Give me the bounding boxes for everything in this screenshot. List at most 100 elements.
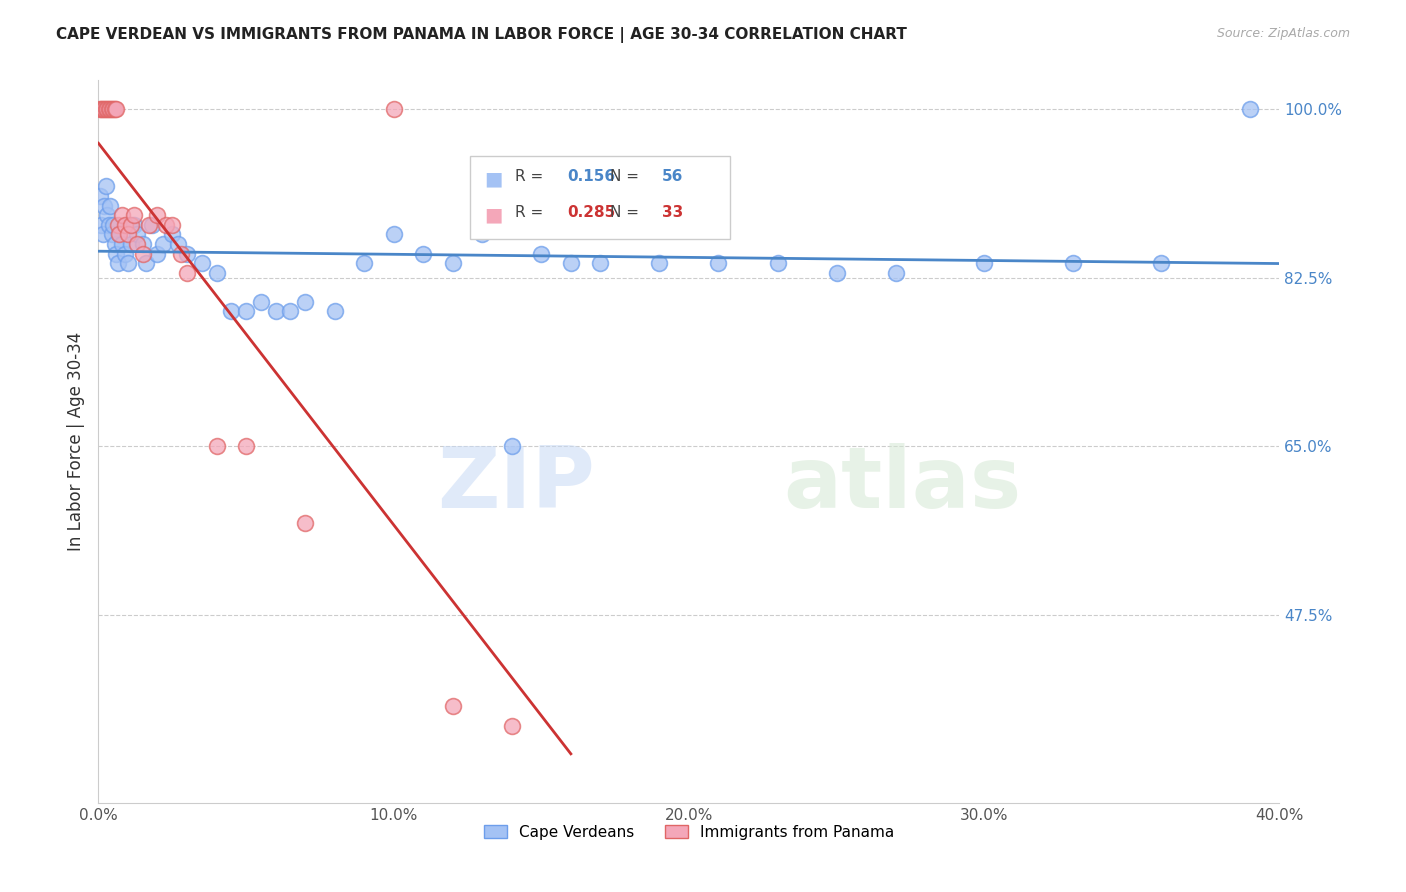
Point xyxy=(93,198,115,212)
Text: 0.156: 0.156 xyxy=(567,169,616,184)
Point xyxy=(97,218,120,232)
Point xyxy=(104,237,127,252)
Point xyxy=(1150,256,1173,270)
Point xyxy=(91,102,114,116)
Point xyxy=(117,256,139,270)
Point xyxy=(167,237,190,252)
Point xyxy=(108,227,131,242)
Point xyxy=(132,246,155,260)
Point xyxy=(152,237,174,252)
Point xyxy=(353,256,375,270)
Point xyxy=(294,294,316,309)
Point xyxy=(501,719,523,733)
Point xyxy=(707,256,730,270)
Point xyxy=(120,218,142,232)
Point xyxy=(96,102,118,116)
Point xyxy=(235,304,257,318)
Point xyxy=(107,256,129,270)
Point xyxy=(105,102,128,116)
Point xyxy=(122,208,145,222)
Point xyxy=(648,256,671,270)
Point xyxy=(264,304,287,318)
Text: atlas: atlas xyxy=(783,443,1022,526)
Point xyxy=(97,102,120,116)
Point xyxy=(114,246,136,260)
Point xyxy=(501,439,523,453)
Point xyxy=(162,227,183,242)
Point xyxy=(825,266,848,280)
Point xyxy=(155,218,177,232)
Point xyxy=(294,516,316,531)
Point xyxy=(135,256,157,270)
Point xyxy=(589,256,612,270)
Legend: Cape Verdeans, Immigrants from Panama: Cape Verdeans, Immigrants from Panama xyxy=(478,819,900,846)
Point xyxy=(90,102,112,116)
Point xyxy=(221,304,243,318)
Point xyxy=(176,246,198,260)
Point xyxy=(125,237,148,252)
Point xyxy=(104,102,127,116)
Point xyxy=(120,237,142,252)
Point xyxy=(93,102,115,116)
Point xyxy=(1062,256,1084,270)
Text: ZIP: ZIP xyxy=(437,443,595,526)
Point xyxy=(98,198,121,212)
Point xyxy=(111,208,134,222)
Point xyxy=(118,218,141,232)
Point xyxy=(441,699,464,714)
Point xyxy=(114,218,136,232)
Point xyxy=(560,256,582,270)
Point xyxy=(105,246,128,260)
Point xyxy=(94,102,117,116)
Point xyxy=(96,208,118,222)
Point xyxy=(141,218,163,232)
Point xyxy=(111,237,134,252)
Text: 56: 56 xyxy=(662,169,683,184)
Point xyxy=(205,439,228,453)
Text: ■: ■ xyxy=(485,169,503,188)
FancyBboxPatch shape xyxy=(471,156,730,239)
Point xyxy=(117,227,139,242)
Point xyxy=(89,189,111,203)
Point xyxy=(94,179,117,194)
Point xyxy=(108,227,131,242)
Point xyxy=(107,218,129,232)
Point xyxy=(103,218,125,232)
Point xyxy=(441,256,464,270)
Point xyxy=(146,246,169,260)
Point xyxy=(98,102,121,116)
Text: CAPE VERDEAN VS IMMIGRANTS FROM PANAMA IN LABOR FORCE | AGE 30-34 CORRELATION CH: CAPE VERDEAN VS IMMIGRANTS FROM PANAMA I… xyxy=(56,27,907,43)
Point xyxy=(1239,102,1261,116)
Point xyxy=(235,439,257,453)
Point xyxy=(100,102,122,116)
Point xyxy=(90,218,112,232)
Text: ■: ■ xyxy=(485,205,503,224)
Point xyxy=(125,227,148,242)
Point xyxy=(176,266,198,280)
Point xyxy=(122,218,145,232)
Text: N =: N = xyxy=(610,205,644,220)
Text: R =: R = xyxy=(516,169,548,184)
Point xyxy=(146,208,169,222)
Point xyxy=(766,256,789,270)
Point xyxy=(103,102,125,116)
Text: N =: N = xyxy=(610,169,644,184)
Point xyxy=(191,256,214,270)
Point xyxy=(89,102,111,116)
Text: R =: R = xyxy=(516,205,548,220)
Point xyxy=(100,227,122,242)
Point xyxy=(132,237,155,252)
Point xyxy=(382,227,405,242)
Point xyxy=(412,246,434,260)
Point xyxy=(530,246,553,260)
Point xyxy=(884,266,907,280)
Text: 33: 33 xyxy=(662,205,683,220)
Point xyxy=(205,266,228,280)
Point xyxy=(138,218,160,232)
Y-axis label: In Labor Force | Age 30-34: In Labor Force | Age 30-34 xyxy=(66,332,84,551)
Text: Source: ZipAtlas.com: Source: ZipAtlas.com xyxy=(1216,27,1350,40)
Point xyxy=(382,102,405,116)
Point xyxy=(471,227,494,242)
Point xyxy=(250,294,273,309)
Text: 0.285: 0.285 xyxy=(567,205,616,220)
